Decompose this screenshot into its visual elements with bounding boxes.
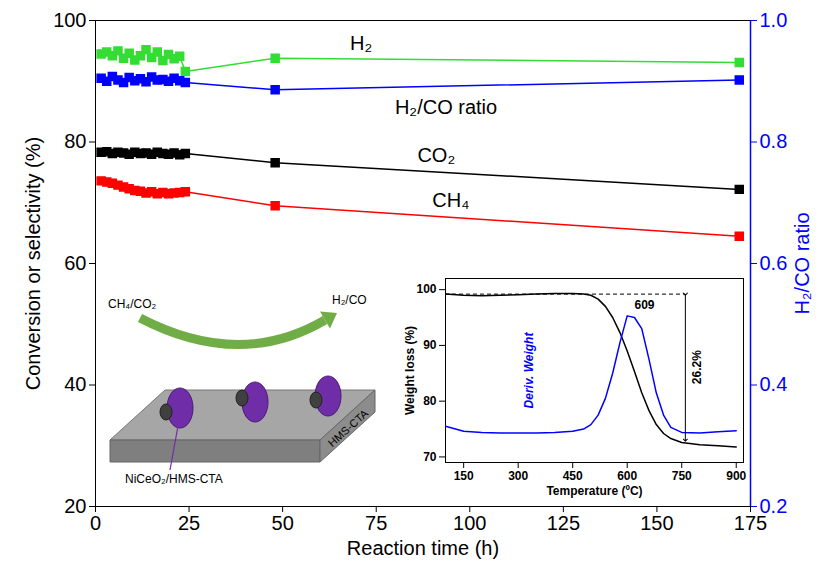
svg-text:175: 175 [733,511,768,534]
svg-text:50: 50 [272,512,294,534]
svg-text:Deriv. Weight: Deriv. Weight [522,332,536,409]
svg-text:70: 70 [423,450,437,464]
svg-text:300: 300 [508,469,528,483]
svg-text:Reaction time (h): Reaction time (h) [347,537,499,559]
svg-text:20: 20 [64,495,86,517]
svg-text:Weight loss (%): Weight loss (%) [403,326,417,415]
svg-text:CH₄: CH₄ [432,189,469,211]
svg-text:Temperature (ºC): Temperature (ºC) [546,484,642,498]
svg-text:CO₂: CO₂ [417,144,455,166]
svg-text:100: 100 [453,512,486,534]
svg-text:100: 100 [416,282,436,296]
svg-text:H₂/CO: H₂/CO [332,293,367,307]
svg-text:26.2%: 26.2% [690,350,704,384]
svg-text:25: 25 [178,512,200,534]
svg-text:H₂/CO ratio: H₂/CO ratio [395,96,497,118]
svg-text:NiCeO₂/HMS-CTA: NiCeO₂/HMS-CTA [125,472,223,486]
svg-text:H₂: H₂ [350,32,372,54]
svg-text:60: 60 [64,252,86,274]
svg-text:90: 90 [423,338,437,352]
svg-text:Conversion or selectivity (%): Conversion or selectivity (%) [22,137,44,390]
svg-text:450: 450 [563,469,583,483]
svg-text:0: 0 [90,512,101,534]
svg-text:150: 150 [454,469,474,483]
svg-text:H₂/CO ratio: H₂/CO ratio [791,212,813,314]
svg-text:100: 100 [53,9,86,31]
svg-text:609: 609 [634,298,654,312]
svg-text:0.6: 0.6 [760,252,788,274]
svg-text:1.0: 1.0 [760,9,788,31]
svg-text:0.4: 0.4 [760,373,788,395]
svg-text:80: 80 [64,130,86,152]
svg-text:CH₄/CO₂: CH₄/CO₂ [108,297,157,311]
svg-text:150: 150 [640,512,673,534]
svg-text:900: 900 [726,469,746,483]
svg-text:0.2: 0.2 [760,495,788,517]
svg-text:125: 125 [547,512,580,534]
svg-text:0.8: 0.8 [760,130,788,152]
svg-text:HMS-CTA: HMS-CTA [326,407,371,449]
svg-text:75: 75 [365,512,387,534]
svg-text:40: 40 [64,373,86,395]
svg-text:600: 600 [617,469,637,483]
svg-text:750: 750 [672,469,692,483]
svg-text:80: 80 [423,394,437,408]
